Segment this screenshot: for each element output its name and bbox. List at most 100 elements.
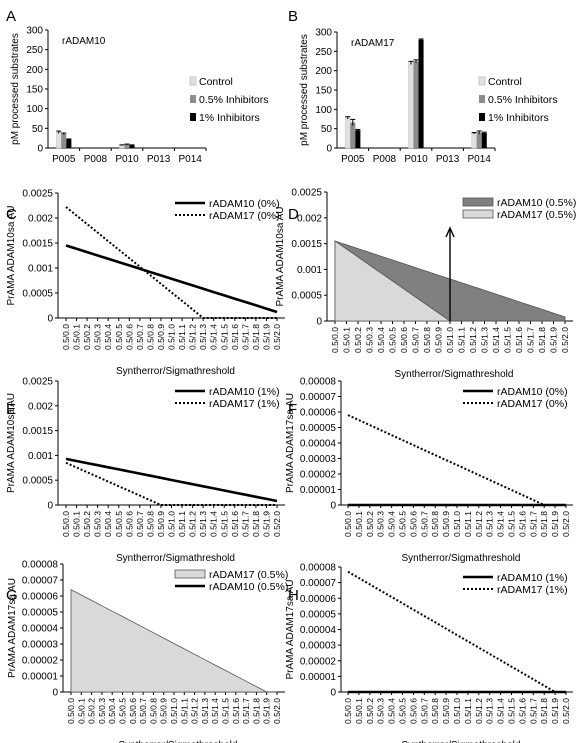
x-tick-label: 0.5/0.5 — [118, 698, 128, 724]
x-tick-label: 0.5/0.7 — [411, 327, 421, 353]
category-label: P014 — [179, 154, 203, 165]
series-line — [65, 457, 278, 503]
legend-swatch — [479, 95, 485, 103]
legend-entry: 0.5% Inhibitors — [199, 94, 268, 106]
x-tick-label: 0.5/1.2 — [474, 698, 484, 724]
x-tick-label: 0.5/1.7 — [240, 324, 250, 350]
category-label: P013 — [436, 154, 460, 165]
x-tick-label: 0.5/0.0 — [61, 511, 71, 537]
x-tick-label: 0.5/1.2 — [188, 324, 198, 350]
x-tick-label: 0.5/1.9 — [261, 511, 271, 537]
y-tick-label: 200 — [315, 66, 332, 77]
category-label: P005 — [341, 154, 365, 165]
x-tick-label: 0.5/1.0 — [452, 698, 462, 724]
legend-entry: rADAM17 (0.5%) — [209, 569, 288, 581]
y-tick-label: 0.0015 — [22, 239, 53, 250]
x-tick-label: 0.5/0.8 — [148, 698, 158, 724]
bar — [344, 117, 351, 149]
x-tick-label: 0.5/0.5 — [114, 324, 124, 350]
x-tick-label: 0.5/1.0 — [169, 698, 179, 724]
x-tick-label: 0.5/0.6 — [124, 324, 134, 350]
bar — [413, 61, 419, 148]
series-line — [65, 244, 278, 314]
x-tick-label: 0.5/0.4 — [376, 327, 386, 353]
x-tick-label: 0.5/0.1 — [72, 511, 82, 537]
x-tick-label: 0.5/0.0 — [66, 698, 76, 724]
y-tick-label: 150 — [315, 86, 332, 97]
bar — [481, 132, 487, 148]
x-tick-label: 0.5/1.9 — [261, 324, 271, 350]
legend-entry: rADAM17 (0%) — [497, 398, 568, 410]
panel-letter: E — [6, 401, 16, 418]
x-tick-label: 0.5/0.7 — [419, 698, 429, 724]
x-tick-label: 0.5/1.7 — [526, 327, 536, 353]
x-tick-label: 0.5/2.0 — [560, 327, 570, 353]
panel-G: G 0 0.00001 0.00002 0.00003 0.00004 0.00005 0.0… — [6, 560, 288, 743]
y-tick-label: 0.001 — [28, 264, 53, 275]
y-tick-label: 0.00005 — [22, 608, 59, 619]
bar — [55, 132, 62, 149]
x-tick-label: 0.5/0.3 — [376, 511, 386, 537]
y-tick-label: 300 — [26, 26, 43, 37]
area-series — [70, 588, 277, 693]
x-tick-label: 0.5/1.2 — [188, 511, 198, 537]
x-tick-label: 0.5/1.9 — [549, 327, 559, 353]
x-tick-label: 0.5/2.0 — [561, 511, 571, 537]
y-tick-label: 0.00008 — [300, 377, 337, 388]
bar — [66, 139, 72, 148]
category-label: P014 — [468, 154, 492, 165]
x-tick-label: 0.5/0.1 — [72, 324, 82, 350]
y-tick-label: 0.00005 — [300, 609, 337, 620]
x-tick-label: 0.5/1.6 — [517, 511, 527, 537]
y-tick-label: 0.00005 — [300, 423, 337, 434]
y-tick-label: 50 — [321, 124, 333, 135]
legend-entry: Control — [488, 76, 522, 88]
panel-A: A 0 50 100 150 200 250 300 pM processed substrat… — [6, 8, 268, 165]
x-tick-label: 0.5/0.2 — [82, 324, 92, 350]
x-tick-label: 0.5/0.5 — [398, 511, 408, 537]
x-tick-label: 0.5/1.6 — [231, 698, 241, 724]
y-tick-label: 0.002 — [28, 401, 53, 412]
x-tick-label: 0.5/1.6 — [230, 511, 240, 537]
x-tick-label: 0.5/0.0 — [343, 511, 353, 537]
bar — [408, 62, 414, 149]
y-tick-label: 0.0025 — [291, 188, 322, 199]
y-axis-label: PrAMA ADAM10sa AU — [6, 393, 17, 493]
y-tick-label: 100 — [26, 104, 43, 115]
legend-entry: 1% Inhibitors — [488, 112, 549, 124]
y-axis-label: pM processed substrates — [10, 33, 21, 145]
x-tick-label: 0.5/0.5 — [114, 511, 124, 537]
y-tick-label: 0.001 — [297, 265, 322, 276]
series-line — [65, 206, 277, 319]
y-tick-label: 0.00001 — [22, 672, 59, 683]
legend-entry: rADAM10 (0.5%) — [209, 581, 288, 593]
x-tick-label: 0.5/1.6 — [517, 698, 527, 724]
legend-entry: 1% Inhibitors — [199, 112, 260, 124]
x-tick-label: 0.5/0.3 — [93, 511, 103, 537]
y-tick-label: 250 — [315, 47, 332, 58]
y-tick-label: 0.00004 — [300, 439, 337, 450]
chart-title: rADAM10 — [62, 36, 106, 47]
y-tick-label: 0.0015 — [291, 239, 322, 250]
x-tick-label: 0.5/0.8 — [430, 511, 440, 537]
x-tick-label: 0.5/0.7 — [138, 698, 148, 724]
x-tick-label: 0.5/0.7 — [419, 511, 429, 537]
legend-swatch — [478, 76, 486, 86]
x-tick-label: 0.5/0.9 — [434, 327, 444, 353]
x-tick-label: 0.5/0.1 — [342, 327, 352, 353]
x-tick-label: 0.5/1.4 — [496, 511, 506, 537]
y-tick-label: 0.00001 — [300, 672, 337, 683]
chart-title: rADAM17 — [351, 38, 395, 49]
arrow-head — [445, 226, 455, 238]
y-tick-label: 0.0005 — [22, 476, 53, 487]
legend-swatch — [479, 113, 485, 121]
y-axis-label: PrAMA ADAM17sa AU — [285, 579, 296, 679]
x-tick-label: 0.5/0.7 — [135, 324, 145, 350]
series-line — [65, 461, 277, 506]
y-tick-label: 0.0025 — [22, 189, 53, 200]
x-tick-label: 0.5/0.2 — [365, 511, 375, 537]
x-tick-label: 0.5/0.4 — [387, 511, 397, 537]
bar — [119, 144, 125, 149]
